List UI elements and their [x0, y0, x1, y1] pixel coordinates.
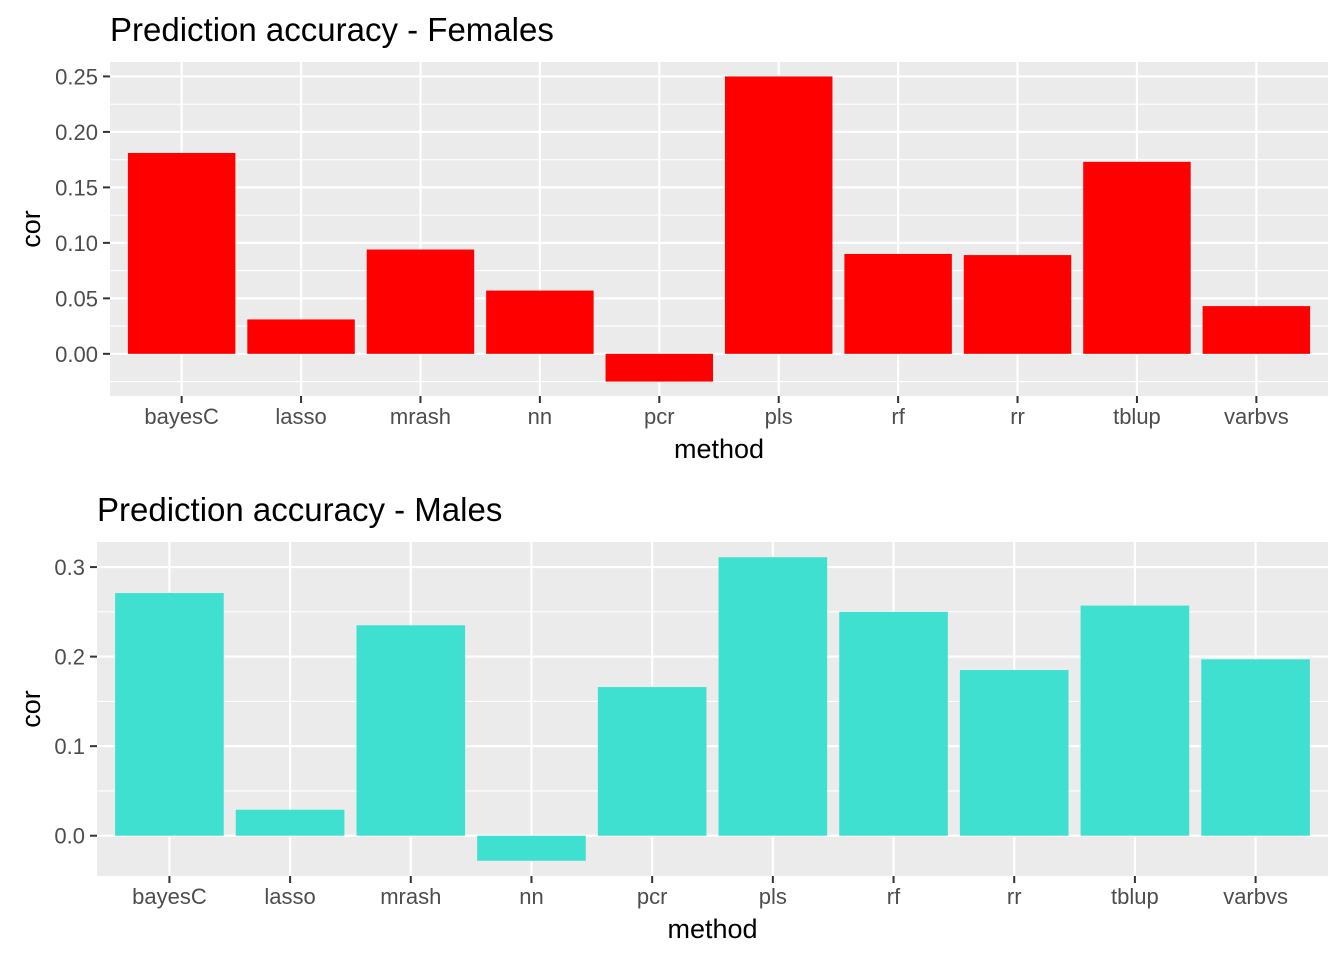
- y-tick-label: 0.15: [55, 175, 98, 200]
- x-tick-label: lasso: [275, 404, 326, 429]
- y-tick-label: 0.0: [54, 824, 85, 849]
- bar-nn: [477, 835, 586, 861]
- x-tick-label: pcr: [637, 884, 668, 909]
- x-axis: bayesC lasso mrash nn pcr pls rf rr tblup varbvs: [144, 396, 1289, 429]
- y-tick-label: 0.10: [55, 231, 98, 256]
- bar-pcr: [605, 353, 714, 382]
- chart-females: Prediction accuracy - Females 0.000.050.…: [16, 11, 1328, 464]
- x-tick-label: rf: [891, 404, 905, 429]
- chart-title: Prediction accuracy - Females: [110, 11, 554, 48]
- y-tick-label: 0.05: [55, 286, 98, 311]
- x-tick-label: bayesC: [144, 404, 219, 429]
- bar-mrash: [356, 625, 466, 836]
- x-tick-label: pls: [765, 404, 793, 429]
- bar-rr: [959, 670, 1069, 836]
- bar-varbvs: [1202, 306, 1311, 354]
- y-tick-label: 0.2: [54, 645, 85, 670]
- x-axis-title: method: [674, 434, 764, 464]
- y-axis-title: cor: [16, 210, 46, 248]
- bars: [127, 76, 1311, 382]
- x-tick-label: tblup: [1113, 404, 1161, 429]
- chart-males: Prediction accuracy - Males 0.0 0.1 0.2 0.3…: [16, 491, 1328, 944]
- bar-pls: [724, 76, 833, 354]
- x-tick-label: mrash: [380, 884, 441, 909]
- x-axis-title: method: [667, 914, 757, 944]
- x-tick-label: bayesC: [132, 884, 207, 909]
- x-tick-label: varbvs: [1223, 884, 1288, 909]
- bar-rf: [839, 611, 948, 836]
- x-tick-label: rr: [1010, 404, 1025, 429]
- x-tick-label: pcr: [644, 404, 675, 429]
- bar-lasso: [235, 809, 345, 836]
- bar-pls: [718, 557, 828, 836]
- y-axis-title: cor: [16, 690, 46, 728]
- bar-mrash: [366, 249, 475, 354]
- y-tick-label: 0.1: [54, 734, 85, 759]
- x-axis: bayesC lasso mrash nn pcr pls rf rr tblup varbvs: [132, 876, 1288, 909]
- bar-tblup: [1083, 161, 1191, 354]
- bar-rf: [844, 253, 952, 354]
- x-tick-label: rf: [887, 884, 901, 909]
- y-tick-label: 0.25: [55, 64, 98, 89]
- bar-nn: [486, 290, 594, 354]
- x-tick-label: tblup: [1111, 884, 1159, 909]
- bar-bayesC: [115, 593, 224, 836]
- bar-rr: [963, 255, 1072, 354]
- bars: [115, 557, 1310, 861]
- bar-pcr: [597, 687, 707, 836]
- x-tick-label: pls: [759, 884, 787, 909]
- x-tick-label: nn: [519, 884, 543, 909]
- y-axis: 0.0 0.1 0.2 0.3: [54, 555, 97, 849]
- bar-tblup: [1080, 605, 1190, 836]
- chart-title: Prediction accuracy - Males: [97, 491, 502, 528]
- x-tick-label: lasso: [264, 884, 315, 909]
- y-tick-label: 0.00: [55, 342, 98, 367]
- bar-bayesC: [127, 152, 236, 354]
- x-tick-label: varbvs: [1224, 404, 1289, 429]
- y-tick-label: 0.3: [54, 555, 85, 580]
- bar-varbvs: [1201, 659, 1310, 836]
- y-axis: 0.00 0.05 0.10 0.15 0.20 0.25: [55, 64, 110, 367]
- x-tick-label: rr: [1007, 884, 1022, 909]
- bar-lasso: [247, 319, 355, 354]
- y-tick-label: 0.20: [55, 120, 98, 145]
- x-tick-label: mrash: [390, 404, 451, 429]
- x-tick-label: nn: [528, 404, 552, 429]
